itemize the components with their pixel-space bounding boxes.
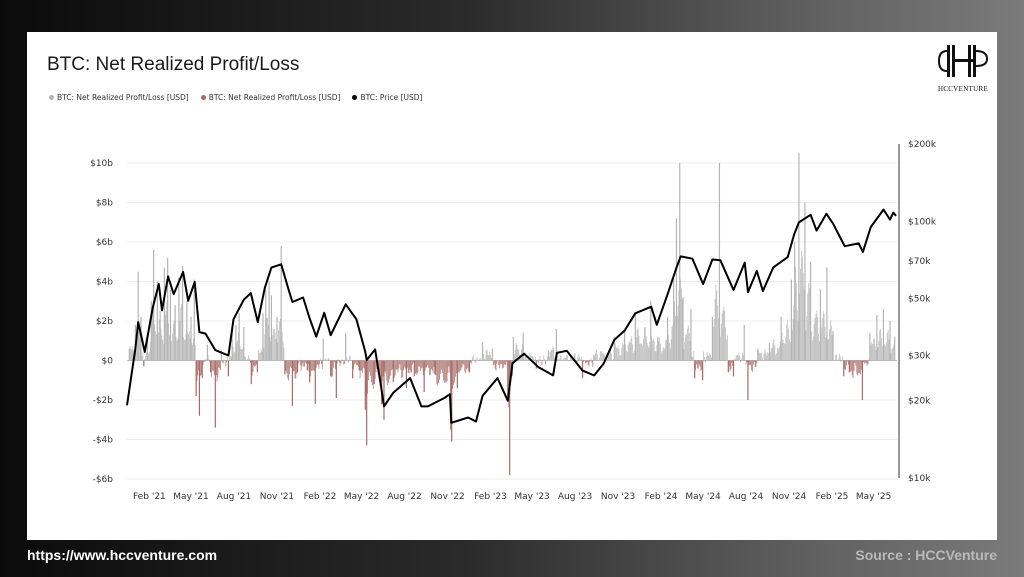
x-tick-label: May '21	[173, 492, 208, 502]
footer-source: Source : HCCVenture	[855, 547, 997, 563]
x-tick-label: Feb '22	[304, 492, 337, 502]
x-tick-label: Aug '21	[217, 492, 251, 502]
y-right-tick-label: $50k	[908, 295, 931, 305]
x-tick-label: Nov '22	[430, 492, 464, 502]
legend-label-price: BTC: Price [USD]	[360, 93, 423, 102]
legend-label-loss: BTC: Net Realized Profit/Loss [USD]	[208, 93, 341, 102]
y-left-tick-label: $4b	[96, 278, 113, 288]
legend-dot-gray	[49, 95, 54, 100]
legend-item-loss[interactable]: BTC: Net Realized Profit/Loss [USD]	[200, 93, 341, 102]
y-left-tick-label: -$2b	[93, 396, 114, 406]
footer-website-link[interactable]: https://www.hccventure.com	[27, 547, 218, 563]
x-tick-label: May '25	[856, 492, 891, 502]
x-tick-label: Nov '21	[260, 492, 294, 502]
legend-dot-red	[200, 95, 206, 100]
y-left-tick-label: $6b	[96, 238, 113, 248]
x-tick-label: May '22	[344, 492, 379, 502]
hcc-logo-mark-icon	[937, 45, 989, 77]
y-left-tick-label: $8b	[96, 199, 113, 209]
y-right-tick-label: $20k	[908, 397, 931, 407]
chart-legend: BTC: Net Realized Profit/Loss [USD] BTC:…	[49, 93, 422, 102]
legend-dot-black	[352, 95, 358, 100]
y-left-tick-label: $10b	[90, 159, 113, 169]
y-left-tick-label: $0	[102, 357, 114, 367]
y-left-tick-label: $2b	[96, 317, 113, 327]
legend-label-profit: BTC: Net Realized Profit/Loss [USD]	[57, 93, 189, 102]
hcc-logo: HCCVENTURE	[937, 42, 989, 93]
y-left-tick-label: -$4b	[93, 436, 114, 446]
x-tick-label: May '24	[685, 492, 721, 502]
x-tick-label: Aug '24	[729, 492, 764, 502]
y-left-tick-label: -$6b	[93, 475, 114, 485]
x-tick-label: Aug '23	[558, 492, 592, 502]
price-line	[126, 208, 897, 424]
x-tick-label: Aug '22	[387, 492, 421, 502]
x-tick-label: Feb '21	[133, 492, 166, 502]
x-tick-label: Feb '23	[474, 492, 507, 502]
y-right-tick-label: $30k	[908, 352, 931, 362]
x-tick-label: Nov '23	[601, 492, 635, 502]
chart-card: BTC: Net Realized Profit/Loss BTC: Net R…	[27, 32, 997, 540]
y-right-tick-label: $100k	[908, 217, 937, 227]
logo-wordmark: HCCVENTURE	[937, 85, 989, 93]
x-tick-label: Nov '24	[772, 492, 807, 502]
y-right-tick-label: $200k	[908, 140, 937, 150]
chart-plot: $10b $8b $6b $4b $2b $0 -$2b -$4b -$6b $200k $100k…	[90, 140, 937, 502]
y-right-tick-label: $70k	[908, 257, 931, 267]
legend-item-profit[interactable]: BTC: Net Realized Profit/Loss [USD]	[49, 93, 189, 102]
legend-item-price[interactable]: BTC: Price [USD]	[352, 93, 422, 102]
x-tick-label: Feb '25	[816, 492, 849, 502]
x-tick-label: Feb '24	[645, 492, 678, 502]
x-tick-label: May '23	[514, 492, 549, 502]
y-right-tick-label: $10k	[908, 474, 931, 484]
chart-title: BTC: Net Realized Profit/Loss	[47, 54, 300, 75]
